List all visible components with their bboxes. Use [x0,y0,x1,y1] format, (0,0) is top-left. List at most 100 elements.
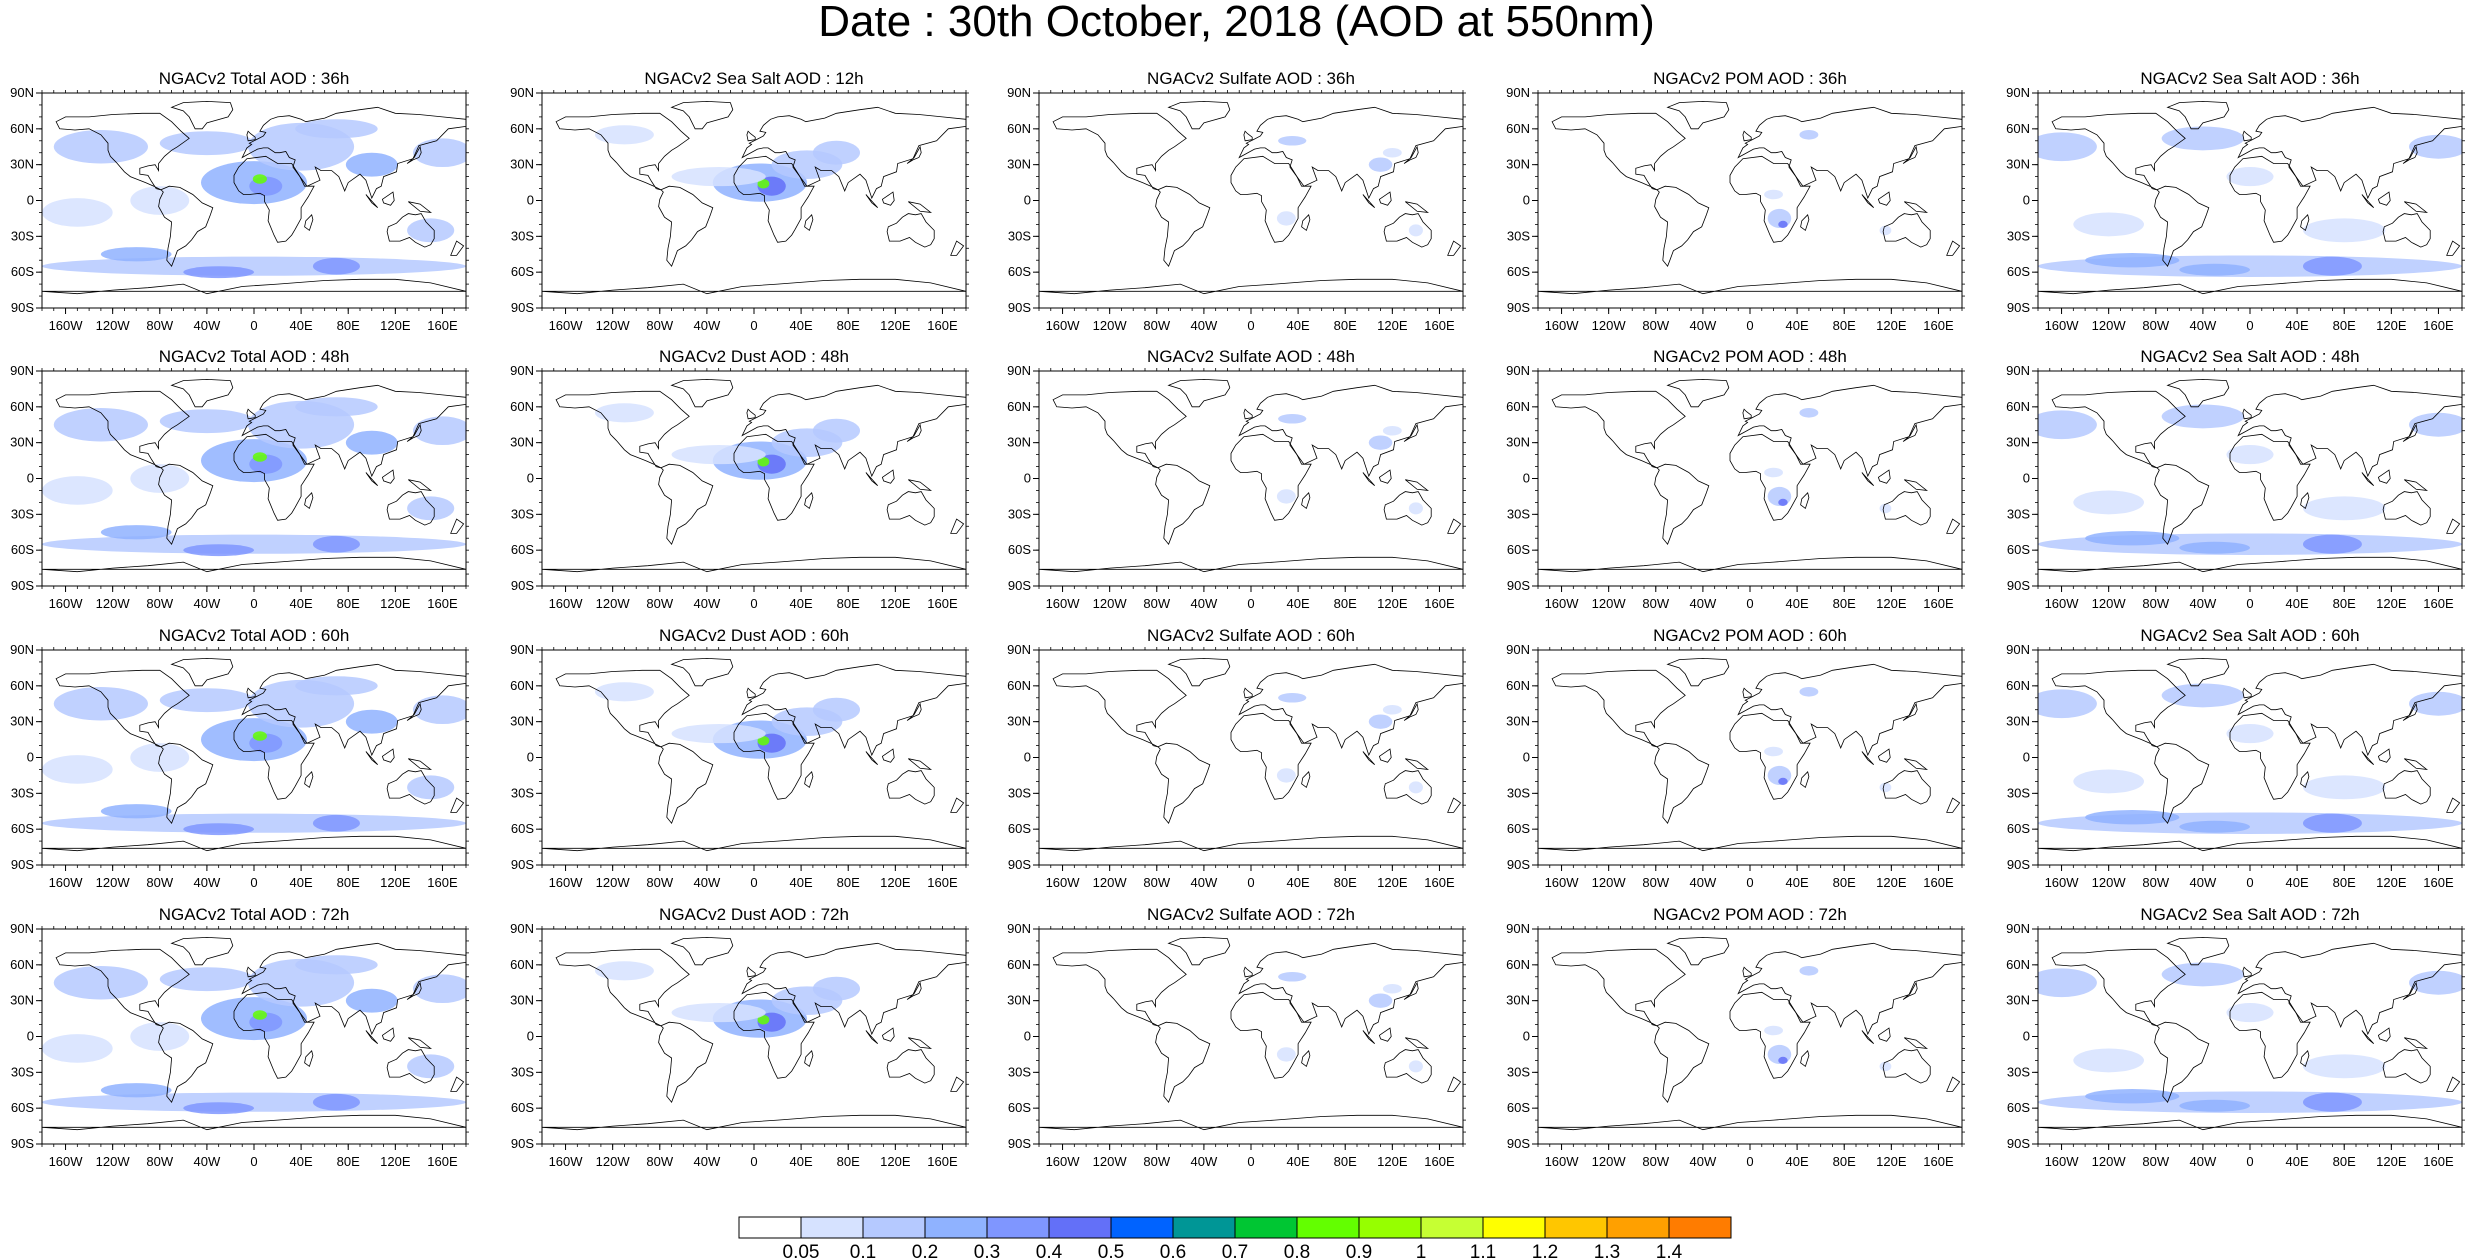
lat-tick-label: 0 [527,750,534,765]
lat-tick-label: 90S [511,578,534,593]
aod-field [1382,704,1402,715]
coastline [233,155,315,243]
lon-tick-label: 0 [1247,596,1254,611]
lat-tick-label: 0 [2023,750,2030,765]
aod-field [345,430,398,455]
map-plot: 90N 60N 30N 0 30S 60S 90S 160W 120W 80W 40W 0 40E 80E… [510,85,969,333]
lat-tick-label: 90S [511,857,534,872]
lon-tick-label: 160W [1046,318,1081,333]
aod-field [2303,813,2362,833]
lon-tick-label: 80W [646,1154,673,1169]
coastline [555,669,690,748]
coastline [1238,942,1463,1036]
coastline [2404,201,2429,213]
lon-tick-label: 80E [837,318,860,333]
panel-title: NGACv2 Sea Salt AOD : 72h [2140,905,2360,924]
lat-tick-label: 90S [2007,1136,2030,1151]
coastline [1362,751,1375,766]
lon-tick-label: 40E [1287,596,1310,611]
lon-tick-label: 80W [1642,875,1669,890]
aod-field [757,179,770,189]
colorbar-box [1172,1216,1236,1239]
lon-tick-label: 40E [2286,875,2309,890]
coastline [1729,433,1811,521]
lon-tick-label: 40E [1786,318,1809,333]
coastline [408,201,433,213]
aod-field [2303,534,2362,554]
lat-tick-label: 60S [1507,821,1530,836]
aod-field [1778,498,1788,506]
coastline [1243,408,1253,420]
lon-tick-label: 120W [596,875,631,890]
lon-tick-label: 160W [1046,596,1081,611]
coastline [158,1021,214,1103]
coastline [2361,194,2374,209]
lat-tick-label: 60S [1507,542,1530,557]
coastline [1654,1021,1710,1103]
map-plot: 90N 60N 30N 0 30S 60S 90S 160W 120W 80W 40W 0 40E 80E… [1506,363,1965,611]
map-panel: NGACv2 Sea Salt AOD : 36h 90N 60N 30N 0 30S 60… [2006,69,2465,338]
aod-field [1799,687,1819,697]
lat-tick-label: 30N [10,157,34,172]
coastline [542,1114,966,1131]
lon-tick-label: 120E [1876,1154,1907,1169]
aod-field [100,1083,172,1098]
aod-field [42,534,466,554]
lon-tick-label: 120E [880,596,911,611]
coastline [1167,936,1231,966]
aod-field [159,967,254,992]
coastline [1902,981,1918,1000]
aod-field [2161,126,2245,151]
coastline [555,390,690,469]
lon-tick-label: 120E [380,1154,411,1169]
lat-tick-label: 90N [1007,363,1031,378]
coastline [386,491,435,526]
aod-field [312,535,361,553]
colorbar-box [800,1216,864,1239]
map-frame [1537,649,1963,866]
coastline [1742,130,1752,142]
aod-field [1278,693,1307,703]
lon-tick-label: 160W [549,1154,584,1169]
aod-field [2085,1089,2180,1104]
lon-tick-label: 40W [1690,1154,1717,1169]
coastline [1737,384,1962,478]
aod-field [1879,503,1892,514]
aod-field [1368,435,1393,450]
coastline [170,657,234,687]
aod-field [100,247,172,262]
colorbar: 0.05 0.1 0.2 0.3 0.4 0.5 0.6 0.7 0.8 0.9 1 1.1 1.2 1.… [738,1216,1732,1260]
lat-tick-label: 30S [511,506,534,521]
colorbar-label: 0.4 [1036,1242,1063,1260]
coastline [1447,1076,1462,1092]
coastline [2446,797,2461,813]
lat-tick-label: 0 [2023,193,2030,208]
lon-tick-label: 160E [2423,318,2454,333]
lon-tick-label: 80E [2333,596,2356,611]
colorbar-box [986,1216,1050,1239]
lon-tick-label: 160W [2045,875,2080,890]
lat-tick-label: 90N [2006,85,2030,100]
lat-tick-label: 30S [11,785,34,800]
aod-field [1382,983,1402,994]
lon-tick-label: 80W [646,318,673,333]
lon-tick-label: 40W [694,596,721,611]
aod-field [2226,445,2274,465]
map-panel: NGACv2 Sea Salt AOD : 12h 90N 60N 30N 0 30S 60… [510,69,969,338]
lon-tick-label: 120E [1876,875,1907,890]
aod-field [252,1010,267,1020]
lat-tick-label: 60N [2006,399,2030,414]
coastline [1800,492,1810,510]
map-frame [1038,649,1464,866]
aod-field [1764,189,1783,200]
lon-tick-label: 160E [1424,1154,1455,1169]
map-panel: NGACv2 Sea Salt AOD : 48h 90N 60N 30N 0 30S 60… [2006,347,2465,616]
colorbar-label: 0.05 [783,1242,820,1260]
coastline [1877,469,1891,484]
aod-field [757,457,770,467]
coastline [2166,100,2230,130]
lon-tick-label: 40W [2190,596,2217,611]
coastline [733,991,815,1079]
coastline [1378,191,1392,206]
colorbar-box [1544,1216,1608,1239]
